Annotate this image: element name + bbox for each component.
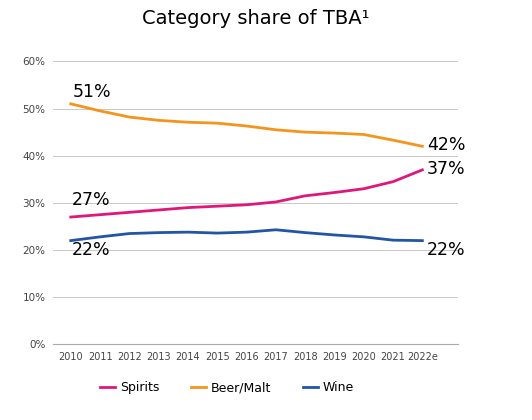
Text: 27%: 27% xyxy=(72,191,111,209)
Text: 22%: 22% xyxy=(72,241,111,259)
Text: 51%: 51% xyxy=(72,83,111,101)
Title: Category share of TBA¹: Category share of TBA¹ xyxy=(142,9,369,28)
Text: 42%: 42% xyxy=(427,136,466,154)
Text: 22%: 22% xyxy=(427,241,466,259)
Text: 37%: 37% xyxy=(427,160,466,178)
Legend: Spirits, Beer/Malt, Wine: Spirits, Beer/Malt, Wine xyxy=(95,376,359,399)
